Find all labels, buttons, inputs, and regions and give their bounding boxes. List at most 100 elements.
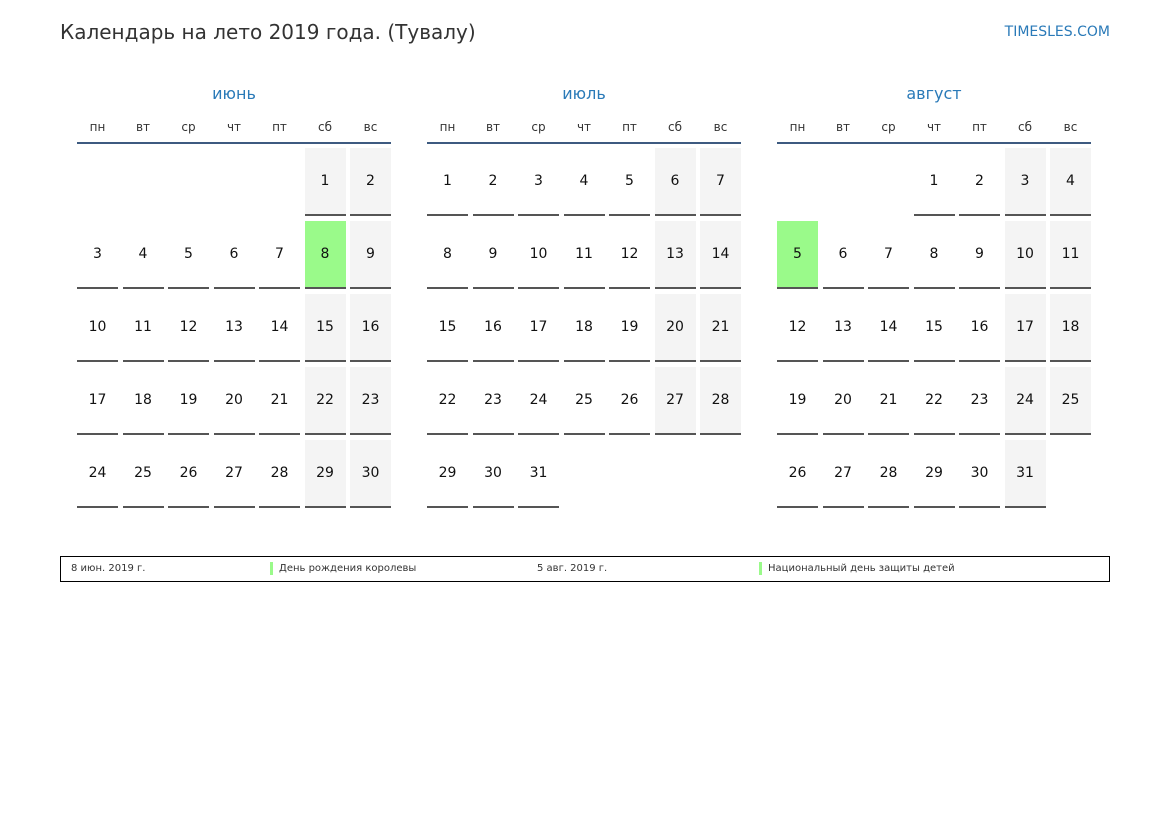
day-cell[interactable]: 8 xyxy=(913,221,955,289)
day-cell[interactable]: 8 xyxy=(427,221,468,289)
day-cell[interactable]: 19 xyxy=(168,367,209,435)
day-cell[interactable]: 26 xyxy=(777,440,818,508)
day-cell[interactable]: 13 xyxy=(822,294,864,362)
day-cell[interactable]: 22 xyxy=(427,367,468,435)
day-cell[interactable]: 10 xyxy=(77,294,118,362)
day-cell[interactable]: 13 xyxy=(213,294,255,362)
day-cell[interactable]: 14 xyxy=(700,221,741,289)
day-cell[interactable]: 1 xyxy=(913,148,955,216)
day-cell[interactable]: 7 xyxy=(868,221,909,289)
day-cell[interactable]: 12 xyxy=(777,294,818,362)
day-cell[interactable]: 31 xyxy=(1004,440,1046,508)
day-cell[interactable]: 30 xyxy=(350,440,391,508)
day-cell[interactable]: 24 xyxy=(518,367,559,435)
day-cell[interactable]: 25 xyxy=(563,367,605,435)
day-cell[interactable]: 4 xyxy=(1050,148,1091,216)
day-cell[interactable]: 3 xyxy=(518,148,559,216)
weekday-label: пн xyxy=(789,120,806,134)
day-cell[interactable]: 23 xyxy=(472,367,514,435)
day-cell[interactable]: 27 xyxy=(654,367,696,435)
day-cell[interactable]: 28 xyxy=(259,440,300,508)
day-cell[interactable]: 6 xyxy=(822,221,864,289)
day-cell[interactable]: 16 xyxy=(472,294,514,362)
day-cell[interactable]: 18 xyxy=(1050,294,1091,362)
day-cell[interactable]: 2 xyxy=(959,148,1000,216)
day-cell[interactable]: 20 xyxy=(654,294,696,362)
day-cell[interactable]: 27 xyxy=(822,440,864,508)
day-cell[interactable]: 4 xyxy=(122,221,164,289)
day-cell[interactable]: 23 xyxy=(959,367,1000,435)
day-cell[interactable]: 29 xyxy=(427,440,468,508)
day-cell[interactable]: 25 xyxy=(122,440,164,508)
day-cell[interactable]: 7 xyxy=(259,221,300,289)
day-cell[interactable]: 17 xyxy=(77,367,118,435)
day-cell[interactable]: 25 xyxy=(1050,367,1091,435)
day-cell[interactable]: 30 xyxy=(472,440,514,508)
day-cell[interactable]: 30 xyxy=(959,440,1000,508)
day-cell[interactable]: 5 xyxy=(168,221,209,289)
day-cell[interactable]: 16 xyxy=(350,294,391,362)
legend-holiday-name: День рождения королевы xyxy=(279,563,417,574)
day-cell[interactable]: 10 xyxy=(1004,221,1046,289)
day-cell[interactable]: 19 xyxy=(777,367,818,435)
day-cell[interactable]: 15 xyxy=(913,294,955,362)
day-cell[interactable]: 24 xyxy=(1004,367,1046,435)
day-cell[interactable]: 17 xyxy=(518,294,559,362)
day-cell[interactable]: 11 xyxy=(563,221,605,289)
weekday-label: ср xyxy=(881,120,896,134)
day-cell[interactable]: 2 xyxy=(472,148,514,216)
day-cell[interactable]: 21 xyxy=(259,367,300,435)
day-cell[interactable]: 20 xyxy=(213,367,255,435)
day-cell[interactable]: 7 xyxy=(700,148,741,216)
day-cell[interactable]: 16 xyxy=(959,294,1000,362)
day-cell[interactable]: 26 xyxy=(609,367,650,435)
day-cell[interactable]: 22 xyxy=(304,367,346,435)
day-cell[interactable]: 14 xyxy=(259,294,300,362)
day-cell[interactable]: 17 xyxy=(1004,294,1046,362)
day-cell[interactable]: 28 xyxy=(868,440,909,508)
day-cell[interactable]: 12 xyxy=(609,221,650,289)
day-cell[interactable]: 15 xyxy=(427,294,468,362)
day-cell[interactable]: 29 xyxy=(913,440,955,508)
weekday-label: пт xyxy=(622,120,637,134)
day-cell[interactable]: 3 xyxy=(1004,148,1046,216)
day-cell[interactable]: 6 xyxy=(213,221,255,289)
day-cell[interactable]: 4 xyxy=(563,148,605,216)
day-cell[interactable]: 14 xyxy=(868,294,909,362)
day-cell[interactable]: 15 xyxy=(304,294,346,362)
weekday-label: ср xyxy=(531,120,546,134)
day-cell[interactable]: 24 xyxy=(77,440,118,508)
day-cell[interactable]: 21 xyxy=(700,294,741,362)
day-cell[interactable]: 9 xyxy=(959,221,1000,289)
day-cell[interactable]: 19 xyxy=(609,294,650,362)
day-cell[interactable]: 13 xyxy=(654,221,696,289)
day-cell[interactable]: 18 xyxy=(563,294,605,362)
day-cell[interactable]: 1 xyxy=(304,148,346,216)
day-cell[interactable]: 29 xyxy=(304,440,346,508)
day-cell[interactable]: 22 xyxy=(913,367,955,435)
site-link[interactable]: TIMESLES.COM xyxy=(1004,24,1110,40)
day-cell[interactable]: 31 xyxy=(518,440,559,508)
day-cell[interactable]: 11 xyxy=(1050,221,1091,289)
day-cell[interactable]: 18 xyxy=(122,367,164,435)
day-cell[interactable]: 9 xyxy=(350,221,391,289)
day-cell[interactable]: 6 xyxy=(654,148,696,216)
day-cell[interactable]: 8 xyxy=(304,221,346,289)
day-cell[interactable]: 5 xyxy=(609,148,650,216)
day-cell[interactable]: 11 xyxy=(122,294,164,362)
day-cell[interactable]: 10 xyxy=(518,221,559,289)
day-cell[interactable]: 5 xyxy=(777,221,818,289)
day-cell[interactable]: 21 xyxy=(868,367,909,435)
day-cell[interactable]: 23 xyxy=(350,367,391,435)
day-cell[interactable]: 27 xyxy=(213,440,255,508)
weekday-label: ср xyxy=(181,120,196,134)
day-cell[interactable]: 1 xyxy=(427,148,468,216)
day-cell[interactable]: 26 xyxy=(168,440,209,508)
day-cell[interactable]: 12 xyxy=(168,294,209,362)
day-cell[interactable]: 20 xyxy=(822,367,864,435)
holiday-color-marker xyxy=(270,562,273,575)
day-cell[interactable]: 2 xyxy=(350,148,391,216)
day-cell[interactable]: 9 xyxy=(472,221,514,289)
day-cell[interactable]: 28 xyxy=(700,367,741,435)
day-cell[interactable]: 3 xyxy=(77,221,118,289)
